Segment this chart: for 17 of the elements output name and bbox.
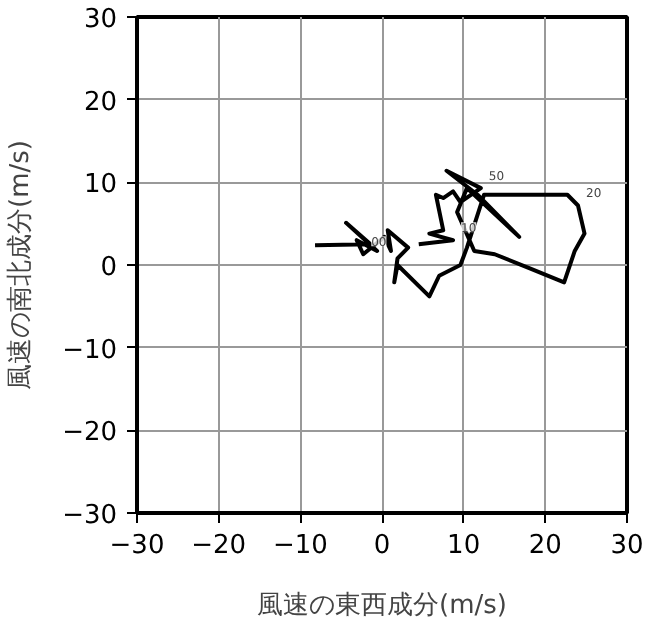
y-tick-label: −20 [62,418,118,449]
y-tick-label: −30 [62,501,118,531]
line-series [313,168,587,299]
x-tick-label: 10 [447,531,481,561]
x-tick-label: 20 [528,531,562,561]
y-tick-label: 20 [83,87,118,118]
y-axis-title: 風速の南北成分(m/s) [6,140,37,390]
x-tick-label: −20 [191,531,247,561]
y-tick-label: −10 [62,335,118,366]
x-axis-title: 風速の東西成分(m/s) [257,591,507,621]
y-tick-label: 0 [100,253,118,283]
x-tick-label: −10 [272,531,328,561]
x-tick-label: −30 [109,531,165,561]
y-tick-label: 30 [83,5,118,35]
x-tick-label: 0 [373,531,391,561]
y-tick-label: 10 [83,170,118,201]
x-tick-label: 30 [610,531,644,561]
